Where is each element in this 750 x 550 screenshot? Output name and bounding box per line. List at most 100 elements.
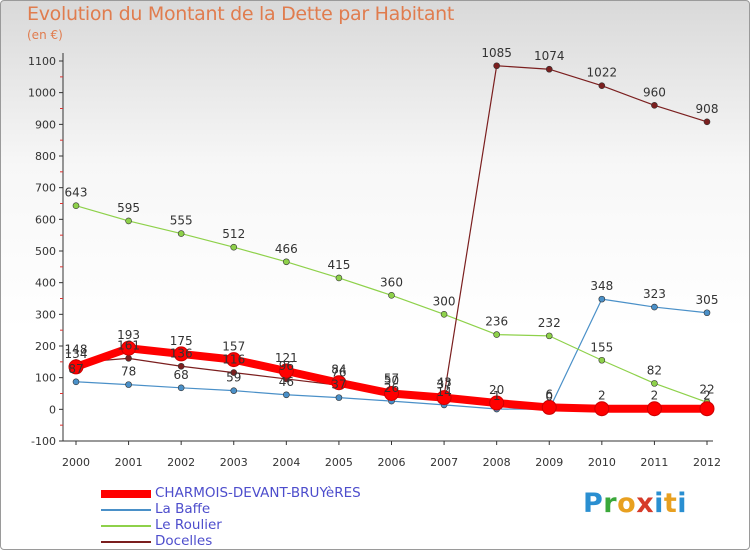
x-tick-label: 2004 [272, 456, 300, 469]
data-label: 236 [485, 315, 508, 329]
x-tick-label: 2003 [220, 456, 248, 469]
y-tick-label: 0 [49, 403, 56, 416]
x-tick-label: 2012 [693, 456, 721, 469]
data-point [125, 217, 132, 225]
y-tick-label: -100 [31, 435, 56, 448]
data-point [493, 62, 500, 70]
data-point [230, 243, 238, 251]
data-label: 121 [275, 351, 298, 365]
data-point [173, 346, 189, 362]
data-label: 360 [380, 275, 403, 289]
data-label: 46 [279, 375, 294, 389]
data-point [651, 303, 658, 311]
data-label: 512 [222, 227, 245, 241]
series-lines [68, 62, 715, 417]
x-tick-label: 2007 [430, 456, 458, 469]
data-label: 96 [279, 359, 294, 373]
x-tick-label: 2000 [62, 456, 90, 469]
data-point [72, 378, 80, 386]
data-label: 555 [170, 214, 193, 228]
data-point [226, 352, 242, 368]
data-point [68, 359, 84, 375]
chart-title: Evolution du Montant de la Dette par Hab… [27, 3, 455, 25]
data-point [335, 394, 343, 401]
y-tick-label: 300 [35, 308, 56, 321]
data-point [699, 401, 715, 417]
data-label: 22 [699, 382, 714, 396]
x-tick-label: 2002 [167, 456, 195, 469]
legend-label: Le Roulier [155, 517, 222, 533]
data-point [283, 258, 290, 266]
x-tick-label: 2006 [378, 456, 406, 469]
data-label: 68 [174, 368, 189, 382]
data-point [489, 395, 505, 411]
data-point [335, 274, 343, 282]
data-label: 595 [117, 201, 140, 215]
data-point [125, 381, 132, 388]
x-tick-label: 2009 [535, 456, 563, 469]
data-point [436, 390, 452, 406]
data-label: 2 [703, 389, 711, 403]
data-label: 2 [598, 389, 606, 403]
data-label: 0 [545, 389, 553, 403]
data-point [331, 375, 347, 391]
data-point [388, 292, 395, 299]
data-label: 960 [643, 85, 666, 99]
data-label: 466 [275, 242, 298, 256]
data-point [177, 230, 185, 237]
data-point [703, 118, 711, 126]
y-tick-label: 800 [35, 150, 56, 163]
legend-swatch [101, 525, 151, 527]
data-label: 76 [331, 365, 346, 379]
y-tick-label: 100 [35, 372, 56, 385]
data-point [177, 384, 185, 392]
data-label: 323 [643, 287, 666, 301]
data-point [598, 82, 606, 89]
x-tick-label: 2008 [483, 456, 511, 469]
data-point [384, 386, 399, 401]
legend-label: Docelles [155, 533, 213, 549]
data-label: 908 [696, 102, 719, 116]
data-label: 116 [222, 353, 245, 367]
y-tick-label: 1000 [28, 87, 56, 100]
data-label: 59 [226, 371, 241, 385]
y-tick-label: 200 [35, 340, 56, 353]
data-point [541, 399, 557, 415]
data-point [230, 369, 238, 376]
legend-label: La Baffe [155, 501, 211, 517]
data-point [598, 356, 606, 364]
data-point [493, 331, 500, 338]
data-point [594, 401, 610, 417]
data-label: 43 [436, 376, 451, 390]
data-label: 300 [433, 294, 456, 308]
data-point [651, 380, 658, 387]
axes: -100010020030040050060070080090010001100… [28, 53, 721, 469]
data-label: 26 [384, 381, 399, 395]
data-label: 1074 [534, 49, 565, 63]
proxiti-logo: Proxiti [583, 488, 688, 519]
y-tick-label: 700 [35, 182, 56, 195]
data-point [703, 309, 711, 317]
legend-swatch [101, 490, 151, 498]
data-label: 2 [651, 389, 659, 403]
data-label: 82 [647, 363, 662, 377]
y-tick-label: 900 [35, 118, 56, 131]
data-label: 37 [331, 378, 346, 392]
chart-unit: (en €) [27, 28, 63, 42]
data-label: 305 [696, 293, 719, 307]
data-point [125, 355, 132, 362]
data-label: 37 [436, 378, 451, 392]
data-point [283, 391, 290, 399]
y-tick-label: 500 [35, 245, 56, 258]
data-label: 232 [538, 316, 561, 330]
data-label: 155 [590, 340, 613, 354]
y-tick-label: 1100 [28, 55, 56, 68]
x-tick-label: 2001 [115, 456, 143, 469]
data-label: 84 [331, 363, 346, 377]
data-point [651, 102, 658, 109]
data-point [598, 295, 606, 303]
data-point [278, 363, 294, 379]
data-point [230, 387, 238, 394]
